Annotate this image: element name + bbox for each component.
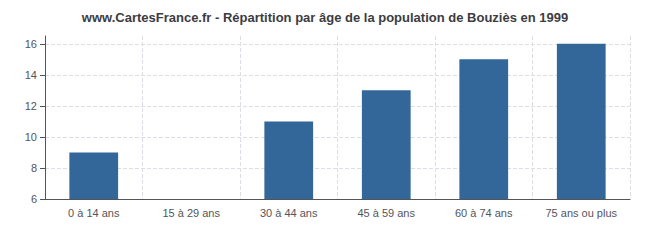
svg-text:16: 16 (25, 38, 37, 50)
svg-text:45 à 59 ans: 45 à 59 ans (358, 207, 416, 219)
svg-text:12: 12 (25, 100, 37, 112)
svg-text:10: 10 (25, 131, 37, 143)
svg-text:60 à 74 ans: 60 à 74 ans (455, 207, 513, 219)
svg-text:0 à 14 ans: 0 à 14 ans (68, 207, 120, 219)
svg-text:30 à 44 ans: 30 à 44 ans (260, 207, 318, 219)
svg-text:75 ans ou plus: 75 ans ou plus (545, 207, 617, 219)
svg-text:8: 8 (31, 162, 37, 174)
svg-text:www.CartesFrance.fr - Répartit: www.CartesFrance.fr - Répartition par âg… (81, 10, 568, 25)
svg-text:6: 6 (31, 193, 37, 205)
svg-text:14: 14 (25, 69, 37, 81)
svg-text:15 à 29 ans: 15 à 29 ans (163, 207, 221, 219)
